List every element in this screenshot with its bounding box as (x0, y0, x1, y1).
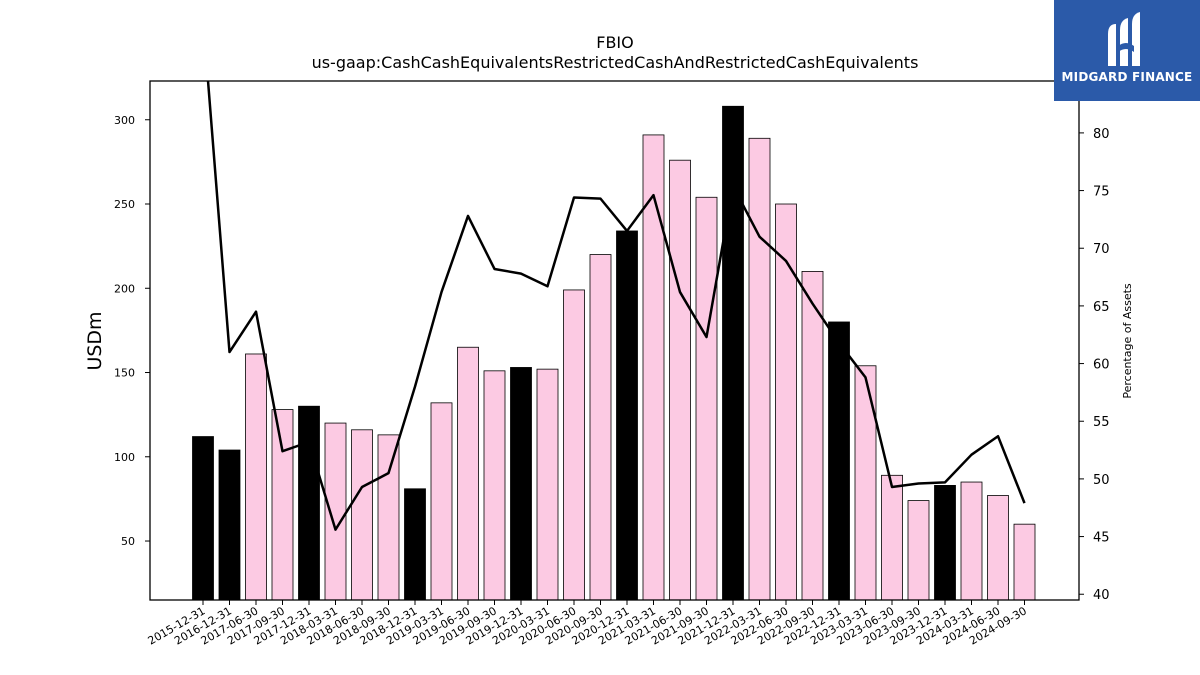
bar-2019-03-31 (430, 402, 453, 601)
bar-2015-12-31 (192, 436, 214, 601)
bar-2018-12-31 (404, 488, 426, 601)
y-tick-label-left: 50 (121, 535, 135, 548)
bar-2021-12-31 (722, 105, 744, 601)
logo-mark-icon (1108, 12, 1140, 66)
y-tick-label-left: 100 (114, 451, 135, 464)
bar-2023-03-31 (854, 365, 877, 601)
bar-2017-12-31 (298, 405, 320, 601)
plot-frame (149, 80, 1080, 601)
bar-2020-06-30 (563, 289, 585, 601)
bar-2019-06-30 (457, 346, 479, 601)
y-tick-label-right: 45 (1093, 531, 1110, 546)
bar-2020-12-31 (616, 230, 638, 601)
bar-2022-06-30 (775, 203, 797, 601)
y-tick-label-left: 250 (114, 198, 135, 211)
y-tick-label-right: 65 (1093, 300, 1110, 315)
bar-2023-06-30 (881, 474, 903, 601)
y-tick-label-right: 40 (1093, 588, 1110, 603)
bar-2016-12-31 (218, 449, 241, 601)
bar-2017-09-30 (271, 409, 294, 601)
bar-2024-06-30 (987, 495, 1009, 601)
y-tick-label-right: 60 (1093, 358, 1110, 373)
chart-title: FBIO (596, 33, 634, 52)
bar-2018-03-31 (324, 422, 347, 601)
bar-2020-09-30 (589, 254, 612, 601)
y-tick-label-right: 50 (1093, 473, 1110, 488)
bar-2022-12-31 (828, 321, 850, 601)
y-tick-label-right: 80 (1093, 127, 1110, 142)
y-tick-label-right: 55 (1093, 415, 1110, 430)
bar-2023-12-31 (934, 485, 956, 601)
y-tick-label-right: 70 (1093, 242, 1110, 257)
bar-2024-03-31 (960, 481, 983, 601)
bar-2024-09-30 (1013, 523, 1036, 601)
y-tick-label-left: 150 (114, 367, 135, 380)
y-tick-label-left: 200 (114, 282, 135, 295)
bar-2018-09-30 (377, 434, 400, 601)
y-axis-label-right: Percentage of Assets (1121, 283, 1134, 399)
bar-2021-09-30 (695, 196, 718, 601)
bar-2023-09-30 (907, 500, 930, 601)
logo-text: MIDGARD FINANCE (1061, 70, 1193, 84)
bar-2020-03-31 (536, 368, 559, 601)
bar-2017-06-30 (245, 353, 267, 601)
midgard-finance-logo: MIDGARD FINANCE (1054, 0, 1200, 101)
bar-2018-06-30 (351, 429, 373, 601)
bar-2021-06-30 (669, 159, 691, 601)
y-tick-label-right: 75 (1093, 185, 1110, 200)
plot-area: 501001502002503004045505560657075802015-… (114, 80, 1110, 648)
bar-2019-09-30 (483, 370, 506, 601)
chart-subtitle: us-gaap:CashCashEquivalentsRestrictedCas… (312, 53, 919, 72)
bar-2019-12-31 (510, 367, 532, 601)
bar-2022-09-30 (801, 271, 824, 601)
bar-2022-03-31 (748, 137, 771, 601)
y-axis-label-left: USDm (84, 311, 106, 370)
y-tick-label-left: 300 (114, 114, 135, 127)
percentage-line (206, 81, 1026, 531)
